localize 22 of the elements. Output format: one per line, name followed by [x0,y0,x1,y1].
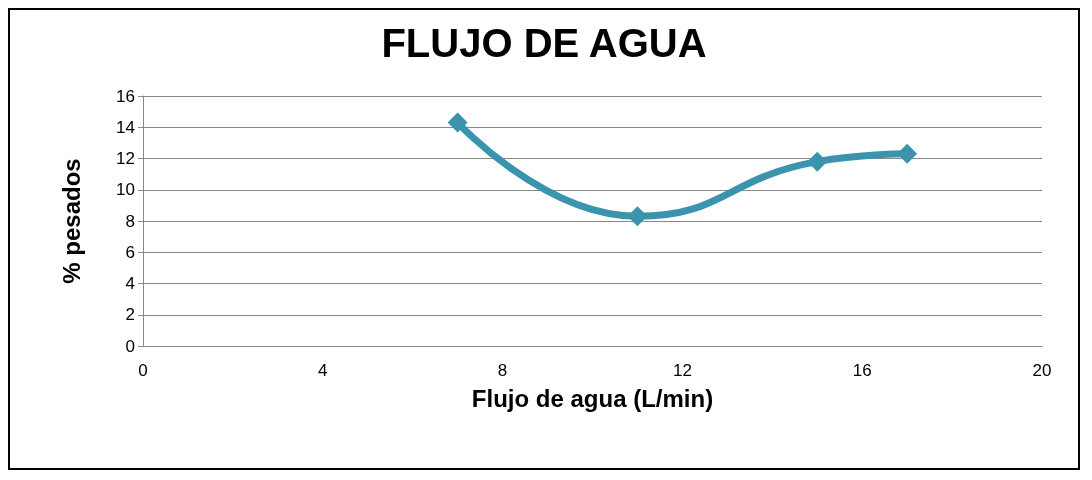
x-tick-label: 8 [497,361,508,380]
x-tick-label: 4 [318,361,328,380]
y-tick-label: 4 [125,274,135,293]
point [897,143,918,164]
chart-title: FLUJO DE AGUA [381,21,707,65]
x-tick-label: 12 [672,361,692,380]
y-tick-label: 12 [116,149,135,168]
y-tick-label: 10 [116,180,135,200]
y-tick-label: 8 [125,211,135,231]
y-tick-label: 2 [125,305,135,325]
y-tick-label: 14 [116,117,135,137]
point [447,112,468,133]
x-tick-label: 0 [138,361,148,380]
y-tick-label: 6 [125,242,135,262]
point [807,151,828,172]
point [627,206,648,227]
y-tick-label: 0 [125,336,135,356]
x-tick-label: 20 [1032,361,1052,380]
x-tick-label: 16 [852,361,872,380]
y-tick-label: 16 [116,86,135,106]
x-axis-title: Flujo de agua (L/min) [471,384,714,412]
y-axis-title: % pesados [57,158,85,284]
